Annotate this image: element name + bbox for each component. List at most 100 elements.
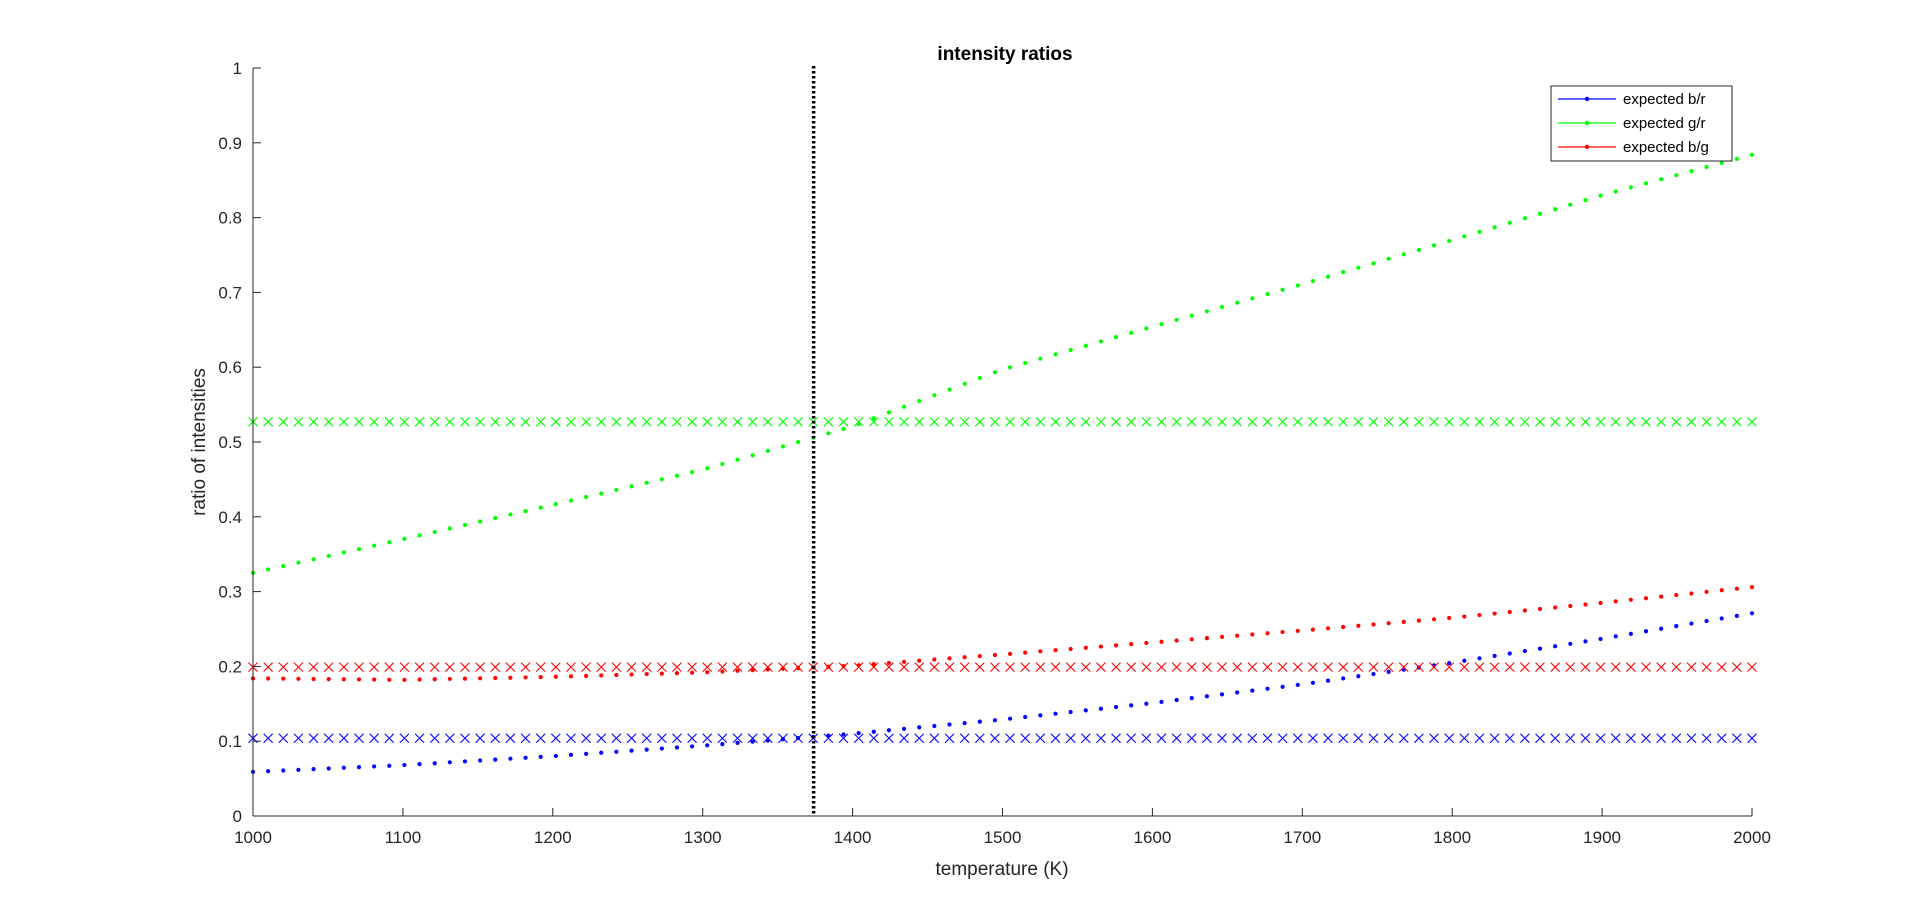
data-point <box>959 416 970 427</box>
data-point <box>508 756 513 761</box>
data-point <box>1050 662 1061 673</box>
data-point <box>414 662 425 673</box>
data-point <box>1398 662 1409 673</box>
data-point <box>1643 629 1649 634</box>
data-point <box>611 416 622 427</box>
data-point <box>947 387 952 392</box>
data-point <box>1719 616 1724 621</box>
data-point <box>584 494 589 500</box>
data-point <box>1341 624 1346 630</box>
data-point <box>1277 416 1288 427</box>
data-point <box>460 733 470 744</box>
data-point <box>505 733 516 744</box>
data-point <box>1462 234 1467 239</box>
data-point <box>1386 256 1391 261</box>
data-point <box>266 567 271 572</box>
data-point <box>369 733 380 744</box>
data-point <box>1731 662 1742 673</box>
data-point <box>1386 669 1391 674</box>
data-point <box>1098 644 1104 649</box>
data-point <box>493 757 498 762</box>
data-point <box>944 733 955 744</box>
data-point <box>1053 352 1058 357</box>
data-point <box>1368 733 1379 744</box>
data-point <box>1553 207 1558 212</box>
data-point <box>793 733 803 744</box>
plot-area <box>253 68 1752 816</box>
data-point <box>1141 733 1152 744</box>
data-point <box>581 733 591 744</box>
data-point <box>1232 662 1243 673</box>
data-point <box>1156 733 1167 744</box>
data-point <box>1292 416 1303 427</box>
data-point <box>1704 618 1709 624</box>
data-point <box>1353 733 1364 744</box>
data-point <box>1704 164 1709 170</box>
data-point <box>1083 708 1088 713</box>
data-point <box>599 673 604 678</box>
data-point <box>838 416 849 427</box>
data-point <box>853 662 864 673</box>
data-point <box>1704 589 1709 594</box>
data-point <box>1096 416 1106 427</box>
data-point <box>1247 733 1258 744</box>
data-point <box>886 728 892 733</box>
data-point <box>1098 339 1104 344</box>
data-point <box>1292 733 1303 744</box>
data-point <box>932 393 937 398</box>
data-point <box>505 662 516 673</box>
data-point <box>1659 177 1664 182</box>
data-point <box>354 662 364 673</box>
series-expected <box>250 611 1755 774</box>
data-point <box>490 662 501 673</box>
data-point <box>1280 287 1285 292</box>
data-point <box>1217 662 1227 673</box>
data-point <box>959 662 970 673</box>
data-point <box>550 416 561 427</box>
data-point <box>1204 636 1210 641</box>
data-point <box>566 733 576 744</box>
data-point <box>1659 594 1664 599</box>
data-point <box>1141 416 1152 427</box>
data-point <box>914 733 925 744</box>
data-point <box>1565 416 1576 427</box>
data-point <box>1065 733 1076 744</box>
data-point <box>659 477 664 482</box>
data-point <box>1096 662 1106 673</box>
data-point <box>1007 716 1013 721</box>
data-point <box>899 733 909 744</box>
data-point <box>992 718 998 723</box>
data-point <box>475 416 486 427</box>
data-point <box>1186 733 1197 744</box>
data-point <box>884 662 894 673</box>
y-tick-label: 0.7 <box>218 283 242 302</box>
data-point <box>795 439 801 445</box>
data-point <box>917 658 922 663</box>
data-point <box>338 416 349 427</box>
data-point <box>1474 416 1485 427</box>
chart-title: intensity ratios <box>937 44 1072 65</box>
data-point <box>1610 662 1621 673</box>
data-point <box>626 733 637 744</box>
data-point <box>644 747 649 752</box>
data-point <box>838 733 849 744</box>
data-point <box>750 668 755 673</box>
data-point <box>263 733 274 744</box>
data-point <box>417 762 422 767</box>
data-point <box>1295 628 1300 633</box>
data-point <box>1444 733 1455 744</box>
data-point <box>1065 662 1076 673</box>
data-point <box>1174 638 1179 643</box>
data-point <box>1144 326 1149 331</box>
data-point <box>1674 173 1679 178</box>
data-point <box>1156 416 1167 427</box>
data-point <box>735 457 740 462</box>
data-point <box>1628 597 1633 602</box>
data-point <box>1701 662 1712 673</box>
data-point <box>293 662 304 673</box>
data-point <box>1383 416 1394 427</box>
data-point <box>323 733 334 744</box>
data-point <box>1444 662 1455 673</box>
data-point <box>1583 639 1588 644</box>
data-point <box>674 745 680 750</box>
